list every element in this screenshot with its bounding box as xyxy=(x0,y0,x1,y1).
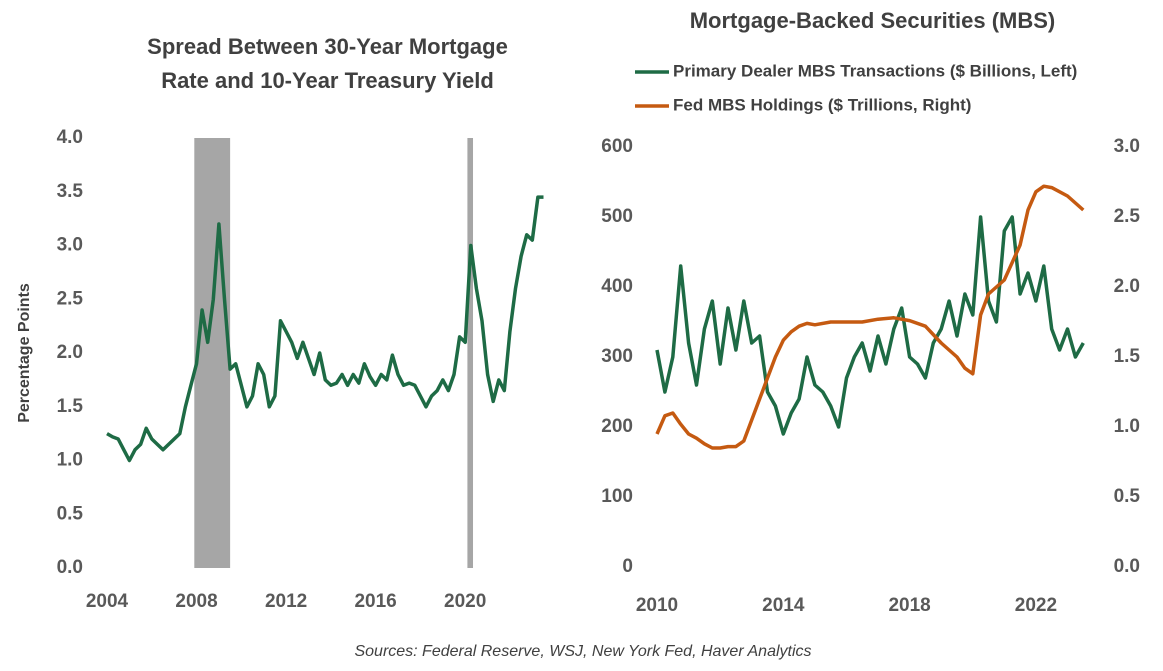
chart-title: Mortgage-Backed Securities (MBS) xyxy=(690,8,1056,33)
y-tick-label: 400 xyxy=(601,276,633,297)
chart-title: Rate and 10-Year Treasury Yield xyxy=(161,68,494,93)
y-tick-label: 0.0 xyxy=(57,557,83,578)
x-tick-label: 2020 xyxy=(444,591,486,612)
series-line xyxy=(655,215,1085,436)
y-tick-label: 0 xyxy=(622,556,633,577)
x-tick-label: 2012 xyxy=(265,591,307,612)
y-tick-label: 300 xyxy=(601,346,633,367)
y-tick-label: 1.5 xyxy=(57,396,84,417)
legend-label: Fed MBS Holdings ($ Trillions, Right) xyxy=(673,95,971,114)
x-tick-label: 2014 xyxy=(762,595,805,616)
source: Sources: Federal Reserve, WSJ, New York … xyxy=(354,643,811,660)
y-tick-label: 4.0 xyxy=(57,127,83,148)
legend-label: Primary Dealer MBS Transactions ($ Billi… xyxy=(673,61,1077,80)
y-axis-label: Percentage Points xyxy=(16,283,33,423)
y-tick-label: 3.0 xyxy=(57,235,83,256)
y2-tick-label: 3.0 xyxy=(1114,136,1140,157)
y-tick-label: 3.5 xyxy=(57,181,84,202)
x-tick-label: 2004 xyxy=(86,591,129,612)
y2-tick-label: 1.5 xyxy=(1114,346,1141,367)
series-line xyxy=(655,184,1085,450)
chart-title: Spread Between 30-Year Mortgage xyxy=(147,34,508,59)
y2-tick-label: 2.5 xyxy=(1114,206,1141,227)
y2-tick-label: 0.0 xyxy=(1114,556,1140,577)
y2-tick-label: 2.0 xyxy=(1114,276,1140,297)
x-tick-label: 2022 xyxy=(1015,595,1057,616)
y2-tick-label: 1.0 xyxy=(1114,416,1140,437)
y-tick-label: 100 xyxy=(601,486,633,507)
series-line xyxy=(106,195,544,463)
x-tick-label: 2018 xyxy=(888,595,930,616)
y-tick-label: 600 xyxy=(601,136,633,157)
x-tick-label: 2010 xyxy=(636,595,678,616)
shaded-range xyxy=(194,138,231,568)
y-tick-label: 1.0 xyxy=(57,450,83,471)
x-tick-label: 2016 xyxy=(354,591,396,612)
y-tick-label: 2.5 xyxy=(57,288,84,309)
y-tick-label: 500 xyxy=(601,206,633,227)
y-tick-label: 200 xyxy=(601,416,633,437)
shaded-range xyxy=(467,138,474,568)
y-tick-label: 0.5 xyxy=(57,503,84,524)
y2-tick-label: 0.5 xyxy=(1114,486,1141,507)
y-tick-label: 2.0 xyxy=(57,342,83,363)
x-tick-label: 2008 xyxy=(175,591,217,612)
